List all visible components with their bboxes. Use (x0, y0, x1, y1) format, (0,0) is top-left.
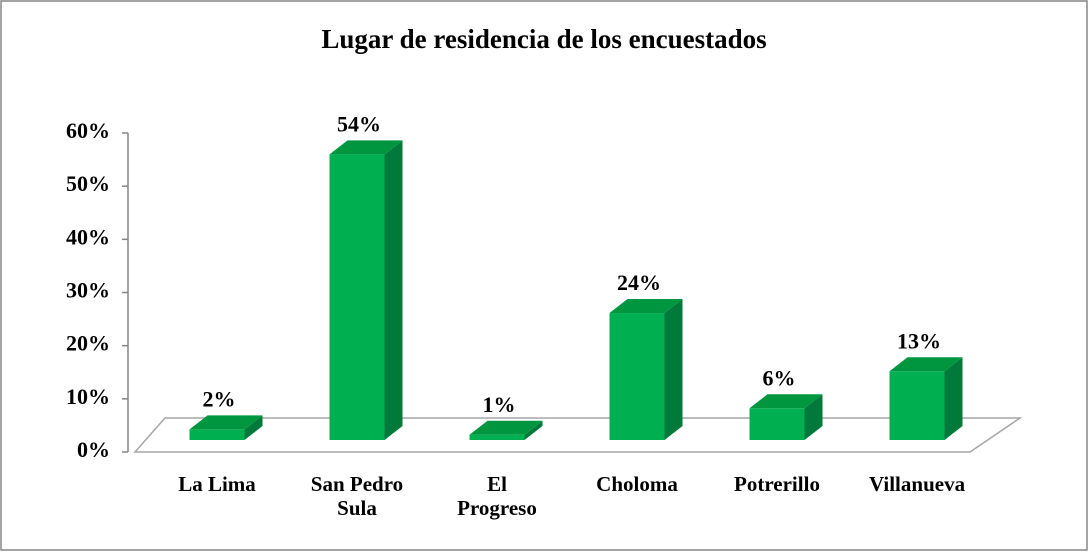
bar (889, 371, 945, 440)
data-label: 6% (763, 365, 796, 390)
bar-side (384, 140, 403, 440)
bar (329, 154, 385, 440)
bar-top (889, 357, 963, 372)
bar-top (189, 415, 263, 430)
bar-side (804, 394, 823, 440)
y-tick-label: 40% (66, 224, 110, 249)
x-tick-label: El Progreso (457, 472, 537, 520)
data-label: 24% (617, 270, 661, 295)
bar (469, 434, 525, 440)
data-label: 13% (897, 328, 941, 353)
x-tick-label: San Pedro Sula (310, 472, 404, 520)
chart-title: Lugar de residencia de los encuestados (321, 24, 766, 54)
data-label: 54% (337, 111, 381, 136)
data-label: 1% (483, 392, 516, 417)
bar (189, 429, 245, 440)
floor (133, 417, 1023, 453)
x-tick-label: Villanueva (869, 472, 966, 496)
bar-top (469, 420, 543, 435)
y-tick-label: 30% (66, 278, 110, 303)
bar-side (524, 420, 543, 440)
y-tick-label: 20% (66, 331, 110, 356)
bar (609, 313, 665, 440)
y-tick-label: 10% (66, 384, 110, 409)
bar (749, 408, 805, 440)
data-label: 2% (203, 386, 236, 411)
y-tick-label: 0% (77, 437, 110, 462)
y-tick-label: 60% (66, 118, 110, 143)
bar-top (609, 299, 683, 314)
x-tick-label: La Lima (178, 472, 256, 496)
bar-side (244, 415, 263, 440)
bar-side (944, 357, 963, 440)
bar-top (329, 140, 403, 155)
x-tick-label: Potrerillo (734, 472, 820, 496)
x-tick-label: Choloma (596, 472, 678, 496)
bar-top (749, 394, 823, 409)
bar-side (664, 299, 683, 440)
y-tick-label: 50% (66, 171, 110, 196)
